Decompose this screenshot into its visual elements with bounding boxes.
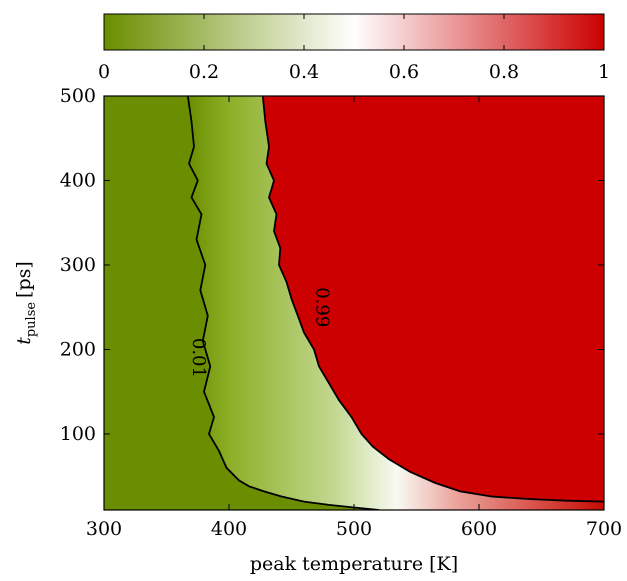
heatmap-plot: 0.01 0.99 300 400 500 600 700 100 200 300 400 500: [60, 85, 622, 540]
contour-line-0.99: [261, 96, 604, 503]
y-tick-label: 400: [60, 169, 96, 191]
colorbar-ticks: 0 0.2 0.4 0.6 0.8 1: [98, 14, 610, 83]
y-axis-label-base: t: [13, 337, 35, 345]
x-axis-label: peak temperature [K]: [250, 553, 458, 575]
colorbar-gradient: [103, 13, 605, 51]
y-tick-label: 500: [60, 85, 96, 107]
colorbar-tick-label: 0.8: [489, 61, 519, 83]
x-tick-label: 700: [586, 518, 622, 540]
y-tick-label: 100: [60, 423, 96, 445]
contour-label-high: 0.99: [312, 287, 333, 327]
transition-band: [187, 96, 604, 510]
y-axis-label-subscript: pulse: [24, 302, 39, 338]
axis-ticks: 300 400 500 600 700 100 200 300 400 500: [60, 85, 622, 540]
colorbar-tick-label: 0.4: [289, 61, 319, 83]
x-tick-label: 600: [461, 518, 497, 540]
colorbar: 0 0.2 0.4 0.6 0.8 1: [98, 13, 610, 83]
svg-text:tpulse[ps]: tpulse [ps]: [13, 261, 39, 345]
colorbar-tick-label: 1: [598, 61, 610, 83]
y-tick-label: 200: [60, 338, 96, 360]
contour-labels: 0.01 0.99: [188, 287, 333, 378]
x-tick-label: 300: [86, 518, 122, 540]
region-red: [262, 96, 604, 502]
colorbar-tick-label: 0.6: [389, 61, 419, 83]
y-axis-label-unit: [ps]: [13, 261, 35, 298]
contour-label-low: 0.01: [188, 338, 209, 378]
contour-lines: [186, 96, 604, 510]
colorbar-tick-label: 0: [98, 61, 110, 83]
x-tick-label: 400: [211, 518, 247, 540]
y-axis-label: tpulse [ps]: [13, 261, 39, 345]
colorbar-tick-label: 0.2: [189, 61, 219, 83]
contour-line-0.01: [186, 96, 380, 510]
y-tick-label: 300: [60, 254, 96, 276]
x-tick-label: 500: [336, 518, 372, 540]
